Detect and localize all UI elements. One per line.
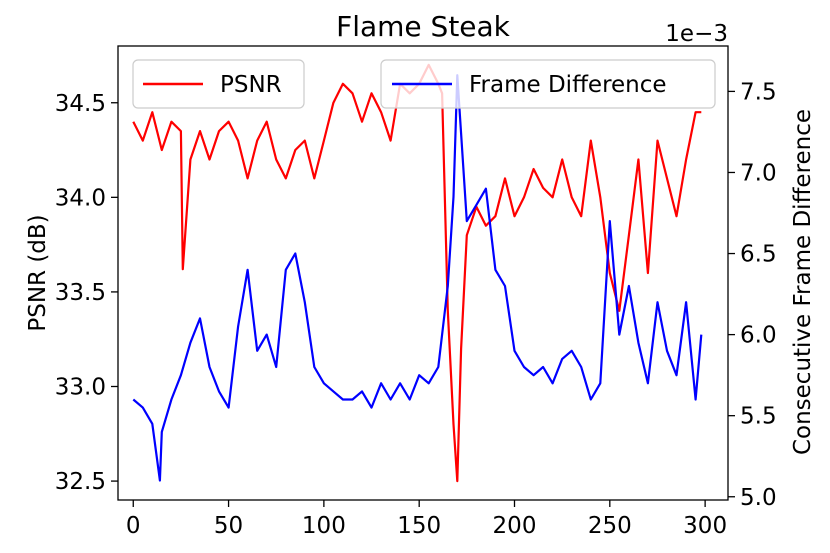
x-tick-label: 50 — [214, 513, 243, 539]
y-right-tick-label: 6.0 — [740, 323, 777, 349]
y-tick-label: 34.5 — [55, 91, 106, 117]
y-tick-label: 34.0 — [55, 185, 106, 211]
x-tick-label: 150 — [397, 513, 441, 539]
y-right-tick-label: 5.0 — [740, 485, 777, 511]
legend-frame-difference: Frame Difference — [380, 59, 716, 109]
chart-title: Flame Steak — [336, 10, 511, 43]
legend-psnr-box — [132, 59, 305, 109]
series-line-frame-difference — [132, 74, 703, 482]
x-tick-label: 300 — [683, 513, 727, 539]
legend-frame-difference-label: Frame Difference — [469, 72, 667, 98]
y-tick-label: 33.5 — [55, 280, 106, 306]
plot-frame — [117, 45, 729, 501]
y-axis-ticks: 32.5 33.0 33.5 34.0 34.5 — [55, 91, 118, 495]
x-tick-label: 200 — [493, 513, 537, 539]
y-right-tick-label: 7.5 — [740, 79, 777, 105]
legend-psnr: PSNR — [132, 59, 305, 109]
y-axis-label: PSNR (dB) — [25, 214, 51, 331]
x-tick-label: 250 — [588, 513, 632, 539]
y-tick-label: 32.5 — [55, 469, 106, 495]
x-axis-ticks: 0 50 100 150 200 250 300 — [126, 500, 727, 539]
legend-psnr-label: PSNR — [220, 72, 282, 98]
y-right-tick-label: 7.0 — [740, 160, 777, 186]
legend-frame-difference-box — [380, 59, 716, 109]
right-axis-multiplier: 1e−3 — [665, 21, 728, 47]
y-right-axis-label: Consecutive Frame Difference — [790, 109, 816, 455]
y-right-axis-ticks: 5.0 5.5 6.0 6.5 7.0 7.5 — [728, 79, 777, 511]
x-tick-label: 0 — [126, 513, 141, 539]
y-right-tick-label: 5.5 — [740, 404, 777, 430]
x-tick-label: 100 — [302, 513, 346, 539]
y-tick-label: 33.0 — [55, 375, 106, 401]
y-right-tick-label: 6.5 — [740, 242, 777, 268]
